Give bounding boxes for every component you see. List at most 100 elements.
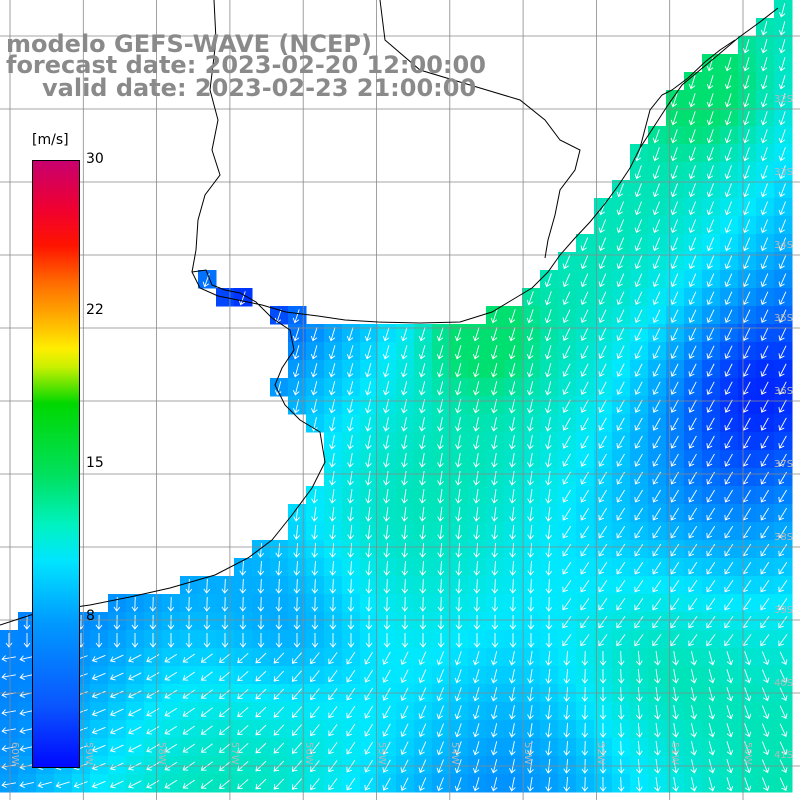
field-cell <box>162 774 181 793</box>
wind-arrow <box>634 273 643 288</box>
wind-arrow <box>778 309 787 324</box>
wind-arrow <box>616 345 625 359</box>
field-cell <box>180 738 199 757</box>
wind-arrow <box>688 327 697 341</box>
wind-arrow <box>581 668 589 684</box>
wind-arrow <box>508 399 516 414</box>
wind-arrow <box>562 579 572 593</box>
wind-arrow <box>580 525 590 539</box>
wind-arrow <box>670 453 679 467</box>
wind-arrow <box>652 237 661 252</box>
wind-arrow <box>760 363 769 377</box>
field-cell <box>72 774 91 793</box>
wind-arrow <box>652 435 661 449</box>
wind-arrow <box>383 524 390 540</box>
wind-arrow <box>562 543 572 557</box>
wind-arrow <box>383 435 390 450</box>
wind-arrow <box>778 255 787 270</box>
wind-arrow <box>580 417 589 431</box>
wind-arrow <box>455 542 463 558</box>
wind-arrow <box>670 616 680 629</box>
wind-arrow <box>293 614 301 630</box>
wind-arrow <box>346 327 354 342</box>
wind-arrow <box>527 578 535 594</box>
wind-arrow <box>310 327 318 342</box>
wind-arrow <box>383 633 391 648</box>
wind-arrow <box>419 453 426 468</box>
wind-arrow <box>490 381 498 396</box>
colorbar-tick-8: 8 <box>86 608 95 624</box>
wind-arrow <box>724 57 732 72</box>
wind-arrow <box>473 524 480 540</box>
wind-arrow <box>508 345 516 360</box>
wind-arrow <box>329 524 336 540</box>
wind-arrow <box>724 507 734 521</box>
wind-arrow <box>760 345 769 359</box>
wind-arrow <box>364 669 374 683</box>
wind-arrow <box>491 560 499 576</box>
wind-arrow <box>383 489 390 504</box>
wind-arrow <box>652 165 660 180</box>
wind-arrow <box>436 327 444 342</box>
wind-arrow <box>255 670 267 682</box>
wind-arrow <box>778 237 787 252</box>
wind-arrow <box>778 147 786 162</box>
wind-arrow <box>275 542 283 558</box>
wind-arrow <box>346 705 356 719</box>
wind-arrow <box>527 453 534 468</box>
wind-arrow <box>706 435 715 449</box>
wind-arrow <box>203 633 211 648</box>
wind-arrow <box>580 255 589 270</box>
field-cell <box>144 666 163 685</box>
field-cell <box>108 774 127 793</box>
wind-arrow <box>55 781 70 789</box>
wind-arrow <box>706 327 715 341</box>
wind-arrow <box>580 543 590 557</box>
wind-arrow <box>490 723 498 738</box>
wind-arrow <box>706 489 716 503</box>
wind-arrow <box>491 453 498 468</box>
wind-arrow <box>527 489 534 504</box>
wind-arrow <box>670 435 679 449</box>
wind-arrow <box>509 417 516 432</box>
wind-arrow <box>454 399 462 414</box>
wind-arrow <box>760 273 769 288</box>
wind-arrow <box>291 652 302 664</box>
wind-arrow <box>472 345 480 360</box>
wind-arrow <box>706 255 715 270</box>
wind-arrow <box>616 507 626 521</box>
wind-arrow <box>527 614 535 630</box>
wind-arrow <box>598 543 608 557</box>
wind-arrow <box>128 744 142 753</box>
wind-arrow <box>760 453 769 467</box>
wind-arrow <box>742 57 750 72</box>
wind-arrow <box>724 543 734 557</box>
wind-arrow <box>1 655 16 662</box>
wind-arrow <box>724 93 732 108</box>
wind-arrow <box>311 506 318 522</box>
wind-arrow <box>778 489 788 503</box>
wind-arrow <box>778 345 787 359</box>
field-cell <box>720 666 739 685</box>
wind-arrow <box>237 742 249 754</box>
wind-arrow <box>724 255 733 270</box>
wind-arrow <box>690 687 697 702</box>
wind-arrow <box>473 560 481 576</box>
wind-arrow <box>652 417 661 431</box>
wind-arrow <box>454 723 462 738</box>
wind-arrow <box>634 381 643 395</box>
wind-arrow <box>490 669 498 684</box>
wind-arrow <box>598 255 607 270</box>
wind-arrow <box>329 633 337 648</box>
wind-arrow <box>364 705 374 719</box>
wind-arrow <box>724 327 733 341</box>
wind-arrow <box>598 597 608 611</box>
wind-arrow <box>760 597 770 611</box>
wind-arrow <box>328 381 336 396</box>
wind-arrow <box>292 363 300 378</box>
wind-arrow <box>455 417 462 432</box>
wind-arrow <box>401 417 408 432</box>
wind-arrow <box>400 327 408 342</box>
wind-arrow <box>473 578 481 594</box>
